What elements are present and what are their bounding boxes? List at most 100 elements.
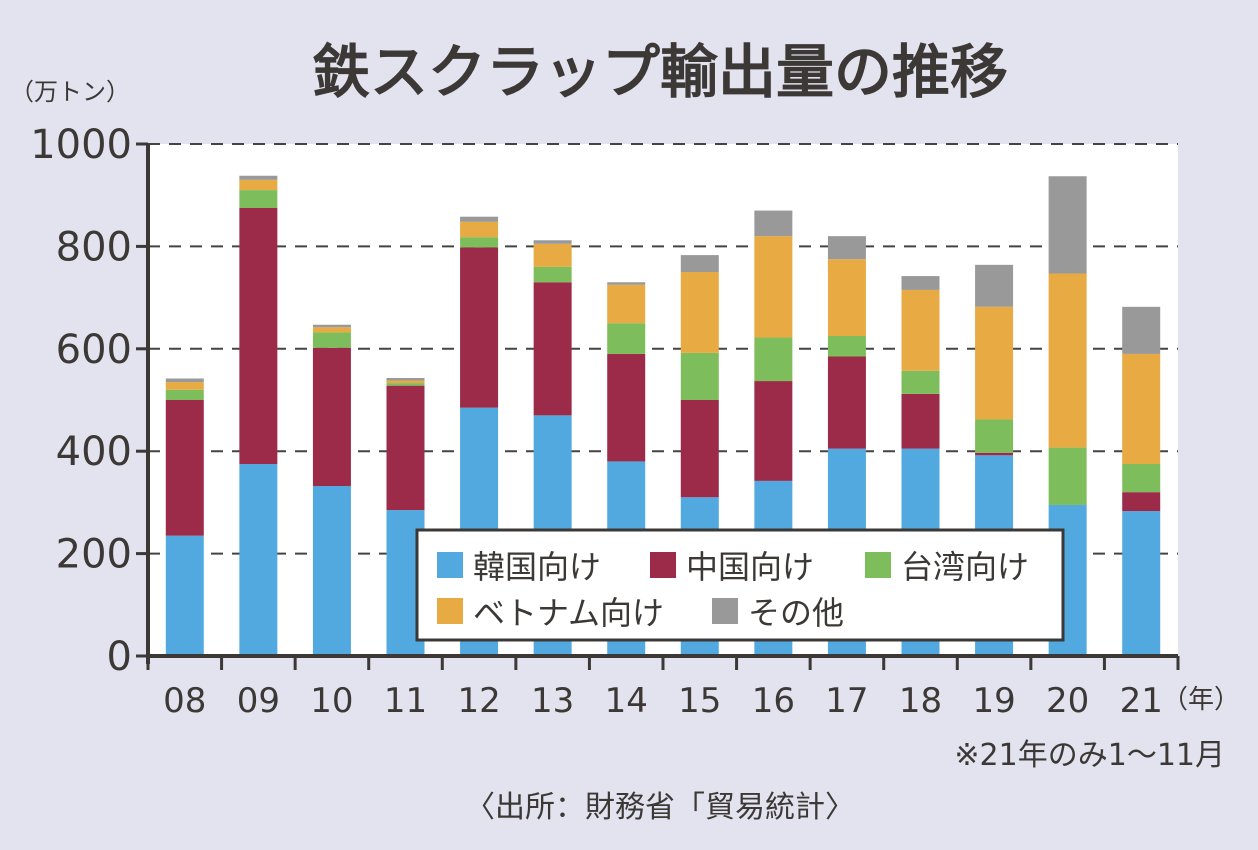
- bar-segment: [460, 216, 499, 222]
- period-note: ※21年のみ1～11月: [954, 738, 1225, 773]
- bar-segment: [901, 276, 940, 290]
- legend-label: 中国向け: [686, 548, 814, 586]
- bar-segment: [533, 266, 572, 283]
- y-axis-unit-label: （万トン）: [10, 78, 130, 106]
- bar-segment: [680, 400, 719, 498]
- bar-segment: [901, 393, 940, 449]
- bar-segment: [312, 347, 351, 487]
- legend-label: ベトナム向け: [473, 594, 664, 632]
- bar-segment: [312, 486, 351, 656]
- bar-segment: [1048, 176, 1087, 274]
- y-tick-labels: 0 200 400 600 800 1000: [30, 122, 132, 680]
- bar-segment: [165, 378, 204, 383]
- x-tick-labels: 08 09 10 11 12 13 14 15 16 17 18 19 20 21: [163, 681, 1163, 721]
- bar-segment: [239, 464, 278, 656]
- bar-segment: [386, 377, 425, 381]
- bar-segment: [1122, 464, 1161, 493]
- bar-segment: [312, 324, 351, 328]
- bar-segment: [607, 284, 646, 324]
- legend-swatch: [437, 552, 463, 578]
- x-tick-label: 10: [310, 681, 353, 721]
- bar-segment: [754, 337, 793, 382]
- bar-segment: [460, 247, 499, 408]
- bar-segment: [901, 370, 940, 394]
- bar-segment: [1122, 492, 1161, 512]
- x-axis-unit-label: （年）: [1162, 685, 1240, 715]
- x-tick-label: 12: [457, 681, 500, 721]
- bar-segment: [680, 352, 719, 400]
- bar-segment: [312, 327, 351, 333]
- bar-segment: [607, 282, 646, 285]
- bar-segment: [680, 272, 719, 353]
- bar-segment: [460, 221, 499, 238]
- legend-swatch: [712, 598, 738, 624]
- legend-swatch: [437, 598, 463, 624]
- bar-segment: [533, 240, 572, 244]
- bar-segment: [827, 259, 866, 336]
- x-tick-label: 20: [1046, 681, 1089, 721]
- y-tick-label: 400: [56, 429, 132, 475]
- y-tick-label: 1000: [30, 122, 132, 168]
- bar-segment: [1122, 306, 1161, 354]
- bar-segment: [754, 236, 793, 338]
- legend-swatch: [650, 552, 676, 578]
- bar-segment: [607, 353, 646, 462]
- bar-segment: [1122, 511, 1161, 656]
- bar-segment: [165, 382, 204, 390]
- chart-title: 鉄スクラップ輸出量の推移: [312, 38, 1008, 106]
- bar-segment: [239, 175, 278, 180]
- x-tick-label: 08: [163, 681, 206, 721]
- x-tick-label: 15: [678, 681, 721, 721]
- bar-segment: [386, 380, 425, 384]
- legend-label: その他: [748, 594, 844, 632]
- bar-segment: [754, 210, 793, 237]
- bar-segment: [533, 243, 572, 267]
- bar-segment: [386, 385, 425, 511]
- bar-segment: [460, 237, 499, 248]
- bar-segment: [607, 323, 646, 354]
- bar-segment: [1122, 353, 1161, 464]
- bar-segment: [827, 236, 866, 260]
- bar-segment: [975, 419, 1014, 453]
- y-tick-label: 600: [56, 327, 132, 373]
- legend-swatch: [865, 552, 891, 578]
- bar-segment: [901, 289, 940, 371]
- x-tick-label: 13: [531, 681, 574, 721]
- x-tick-label: 14: [605, 681, 648, 721]
- legend-label: 台湾向け: [901, 548, 1029, 586]
- bar-segment: [1048, 273, 1087, 448]
- bar-segment: [239, 190, 278, 208]
- y-tick-label: 0: [107, 634, 132, 680]
- bar-segment: [386, 383, 425, 386]
- bar-segment: [165, 400, 204, 536]
- legend-label: 韓国向け: [473, 548, 601, 586]
- bar-segment: [975, 452, 1014, 456]
- x-tick-label: 11: [384, 681, 427, 721]
- x-tick-label: 19: [972, 681, 1015, 721]
- bar-segment: [975, 306, 1014, 420]
- y-tick-label: 800: [56, 224, 132, 270]
- bar-segment: [827, 356, 866, 449]
- bar-segment: [975, 264, 1014, 307]
- bar-segment: [1048, 447, 1087, 505]
- bar-segment: [680, 255, 719, 272]
- bar-segment: [239, 179, 278, 191]
- y-tick-label: 200: [56, 532, 132, 578]
- bar-segment: [165, 389, 204, 400]
- legend-box: [415, 528, 1065, 642]
- x-tick-label: 16: [752, 681, 795, 721]
- x-tick-label: 21: [1120, 681, 1163, 721]
- bar-segment: [312, 332, 351, 348]
- source-note: 〈出所：財務省「貿易統計〉: [465, 790, 855, 825]
- bar-segment: [165, 535, 204, 656]
- bar-segment: [827, 336, 866, 357]
- bar-segment: [754, 381, 793, 481]
- bar-segment: [239, 208, 278, 464]
- x-tick-label: 09: [237, 681, 280, 721]
- bar-segment: [533, 282, 572, 416]
- x-tick-label: 17: [825, 681, 868, 721]
- x-tick-label: 18: [899, 681, 942, 721]
